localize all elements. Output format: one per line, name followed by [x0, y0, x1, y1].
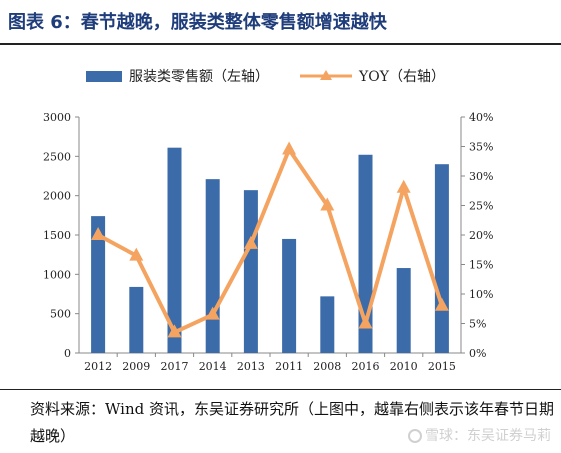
legend-line-label: YOY（右轴） — [358, 69, 445, 85]
x-tick-label: 2008 — [313, 360, 341, 373]
bottom-divider — [0, 389, 561, 390]
top-divider — [0, 43, 561, 45]
legend: 服装类零售额（左轴） YOY（右轴） — [86, 69, 445, 85]
x-tick-label: 2009 — [122, 360, 150, 373]
y-right-tick-label: 0% — [469, 347, 486, 360]
x-tick-label: 2012 — [84, 360, 112, 373]
y-left-tick-label: 3000 — [43, 111, 71, 124]
x-tick-label: 2016 — [352, 360, 380, 373]
y-left-tick-label: 2500 — [43, 150, 71, 163]
legend-bar-swatch — [86, 71, 122, 82]
yoy-point — [243, 235, 258, 249]
bar — [91, 216, 106, 353]
yoy-point — [167, 324, 182, 338]
legend-line-marker — [320, 70, 332, 80]
snowball-icon — [408, 429, 422, 443]
chart: 服装类零售额（左轴） YOY（右轴） 0 500 1000 1500 2000 2500 3… — [43, 69, 493, 373]
yoy-point — [434, 297, 449, 311]
x-tick-label: 2015 — [428, 360, 456, 373]
y-right-tick-label: 30% — [469, 170, 493, 183]
bar — [243, 190, 258, 353]
bar — [205, 179, 220, 353]
yoy-point — [358, 315, 373, 329]
x-tick-label: 2010 — [390, 360, 418, 373]
yoy-point — [396, 179, 411, 193]
y-left-tick-label: 500 — [50, 308, 71, 321]
watermark-text: 雪球：东吴证券马莉 — [425, 428, 551, 444]
x-tick-label: 2014 — [199, 360, 227, 373]
yoy-line — [97, 147, 444, 335]
yoy-point — [282, 141, 297, 155]
bar — [282, 238, 297, 353]
bar — [320, 296, 335, 353]
y-right-tick-label: 25% — [469, 200, 493, 213]
y-left-tick-label: 1000 — [43, 268, 71, 281]
yoy-point — [91, 227, 106, 240]
figure-title: 图表 6：春节越晚，服装类整体零售额增速越快 — [8, 12, 387, 33]
yoy-point — [205, 306, 220, 320]
bar — [167, 147, 182, 353]
y-right-tick-label: 15% — [469, 259, 493, 272]
y-left-tick-label: 0 — [64, 347, 71, 360]
y-right-tick-label: 35% — [469, 141, 493, 154]
bar — [396, 268, 411, 353]
y-right-tick-label: 40% — [469, 111, 493, 124]
y-left-tick-label: 1500 — [43, 229, 71, 242]
legend-bar-label: 服装类零售额（左轴） — [129, 69, 269, 85]
bar — [358, 154, 373, 353]
y-right-tick-label: 10% — [469, 288, 493, 301]
watermark: 雪球：东吴证券马莉 — [408, 425, 551, 445]
y-left-tick-label: 2000 — [43, 190, 71, 203]
source-note: 资料来源：Wind 资讯，东吴证券研究所（上图中，越靠右侧表示该年春节日期越晚） — [30, 400, 554, 445]
y-right-tick-label: 20% — [469, 229, 493, 242]
yoy-point — [320, 197, 335, 211]
yoy-point — [129, 247, 144, 261]
bar — [129, 286, 144, 353]
x-tick-label: 2017 — [161, 360, 189, 373]
bar — [434, 164, 449, 353]
y-right-tick-label: 5% — [469, 318, 486, 331]
x-tick-label: 2011 — [275, 360, 303, 373]
x-tick-label: 2013 — [237, 360, 265, 373]
